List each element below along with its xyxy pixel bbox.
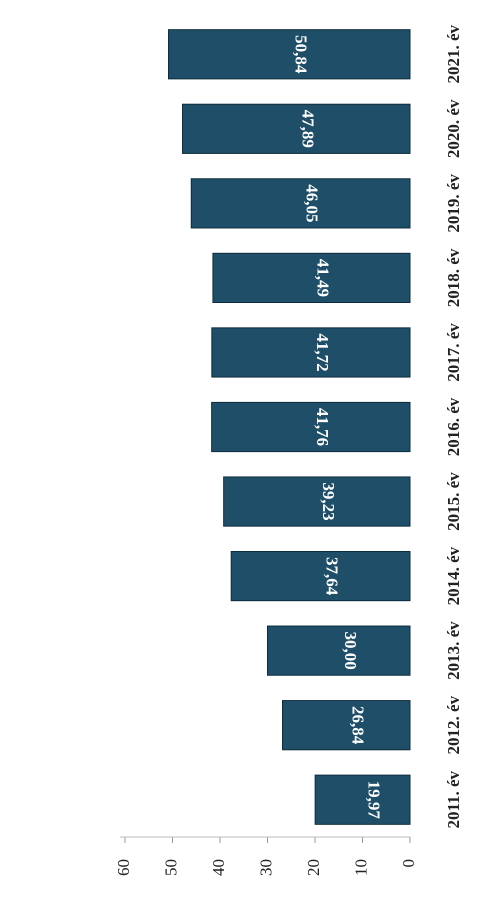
value-label: 46,05 xyxy=(303,184,322,222)
bar xyxy=(168,29,411,80)
value-label: 41,76 xyxy=(313,408,332,446)
value-label: 26,84 xyxy=(348,706,367,745)
x-tick-label: 2012. év xyxy=(444,695,463,754)
x-tick-label: 2011. év xyxy=(444,770,463,828)
x-tick-label: 2016. év xyxy=(444,397,463,456)
value-label: 19,97 xyxy=(365,781,384,820)
bar xyxy=(267,625,411,676)
y-tick-label: 0 xyxy=(399,859,418,868)
x-tick-label: 2013. év xyxy=(444,621,463,680)
bar xyxy=(223,476,411,527)
y-tick-label: 10 xyxy=(351,859,370,876)
x-tick-label: 2015. év xyxy=(444,472,463,531)
bar xyxy=(230,550,411,602)
bar xyxy=(282,700,411,751)
y-tick-label: 30 xyxy=(256,859,275,876)
value-label: 30,00 xyxy=(341,632,360,670)
bar xyxy=(190,178,411,229)
value-label: 50,84 xyxy=(291,35,310,74)
x-tick-label: 2014. év xyxy=(444,546,463,605)
value-label: 37,64 xyxy=(323,557,342,596)
y-tick-label: 20 xyxy=(304,859,323,876)
bar xyxy=(182,103,411,154)
x-tick-label: 2017. év xyxy=(444,323,463,382)
value-label: 39,23 xyxy=(319,482,338,520)
x-tick-label: 2019. év xyxy=(444,174,463,233)
bar xyxy=(211,401,411,453)
x-tick-label: 2020. év xyxy=(444,99,463,158)
bar xyxy=(314,774,411,825)
value-label: 41,49 xyxy=(314,259,333,297)
bar xyxy=(211,327,411,378)
rotated-chart: 0 10 20 30 40 50 60 2011. év 19,97 2012. év 26,84 2… xyxy=(114,25,463,876)
bar xyxy=(212,252,411,304)
value-label: 41,72 xyxy=(313,333,332,371)
y-tick-label: 50 xyxy=(161,859,180,876)
x-tick-label: 2021. év xyxy=(444,25,463,84)
value-label: 47,89 xyxy=(298,110,317,148)
x-tick-label: 2018. év xyxy=(444,248,463,307)
y-tick-label: 40 xyxy=(209,859,228,876)
y-tick-label: 60 xyxy=(114,859,133,876)
